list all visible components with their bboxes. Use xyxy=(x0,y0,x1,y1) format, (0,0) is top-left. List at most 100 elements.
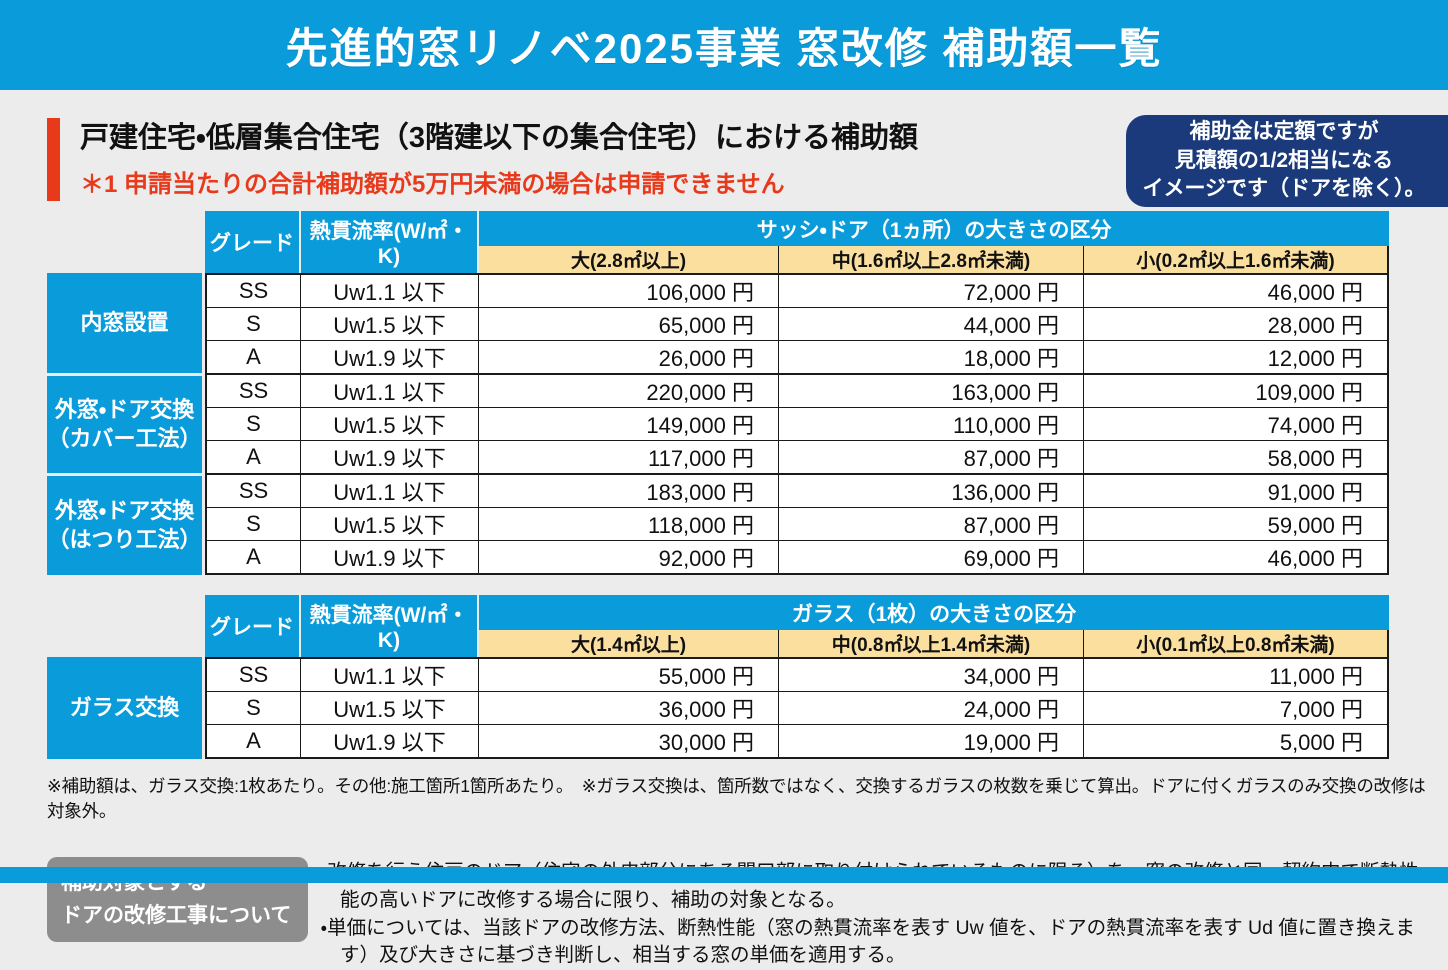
amount-small-cell: 28,000 円 xyxy=(1084,307,1389,341)
uw-cell: Uw1.1 以下 xyxy=(301,373,479,408)
table-row: 外窓・ドア交換 （カバー工法） SS Uw1.1 以下 220,000 円 16… xyxy=(47,373,1389,474)
grade-cell: A xyxy=(205,440,301,474)
amount-medium-cell: 44,000 円 xyxy=(779,307,1084,341)
amount-small-cell: 11,000 円 xyxy=(1084,657,1389,692)
amount-medium-cell: 72,000 円 xyxy=(779,273,1084,308)
amount-medium-cell: 34,000 円 xyxy=(779,657,1084,692)
grade-cell: SS xyxy=(205,373,301,408)
table-row: A Uw1.9 以下 30,000 円 19,000 円 5,000 円 xyxy=(47,724,1389,760)
amount-small-cell: 58,000 円 xyxy=(1084,440,1389,474)
grade-cell: S xyxy=(205,507,301,541)
table-row: 外窓・ドア交換 （はつり工法） SS Uw1.1 以下 183,000 円 13… xyxy=(47,473,1389,576)
uw-cell: Uw1.1 以下 xyxy=(301,473,479,508)
table-row: ガラス交換 SS Uw1.1 以下 55,000 円 34,000 円 11,0… xyxy=(47,657,1389,760)
amount-medium-cell: 18,000 円 xyxy=(779,340,1084,374)
table-row: S Uw1.5 以下 149,000 円 110,000 円 74,000 円 xyxy=(47,407,1389,441)
size-subheader-row: 大(2.8㎡以上) 中(1.6㎡以上2.8㎡未満) 小(0.2㎡以上1.6㎡未満… xyxy=(47,246,1389,274)
grade-cell: S xyxy=(205,691,301,725)
glass-subsidy-table: グレード 熱貫流率(W/㎡・K) ガラス（1枚）の大きさの区分 大(1.4㎡以上… xyxy=(47,595,1389,760)
uw-column-header: 熱貫流率(W/㎡・K) xyxy=(301,211,479,274)
amount-small-cell: 46,000 円 xyxy=(1084,273,1389,308)
heading-accent-bar xyxy=(47,118,60,202)
size-span-header: ガラス（1枚）の大きさの区分 xyxy=(479,595,1389,631)
uw-cell: Uw1.5 以下 xyxy=(301,507,479,541)
table-row: S Uw1.5 以下 65,000 円 44,000 円 28,000 円 xyxy=(47,307,1389,341)
grade-column-header: グレード xyxy=(205,211,301,274)
amount-medium-cell: 87,000 円 xyxy=(779,440,1084,474)
amount-large-cell: 183,000 円 xyxy=(479,473,779,508)
table-header-row: グレード 熱貫流率(W/㎡・K) サッシ・ドア（1ヵ所）の大きさの区分 xyxy=(47,211,1389,274)
grade-column-header: グレード xyxy=(205,595,301,658)
size-large-header: 大(2.8㎡以上) xyxy=(479,246,779,274)
table-row: A Uw1.9 以下 26,000 円 18,000 円 12,000 円 xyxy=(47,340,1389,374)
table-footnote: ※補助額は、ガラス交換:1枚あたり。その他:施工箇所1箇所あたり。 ※ガラス交換… xyxy=(47,776,1426,822)
amount-small-cell: 59,000 円 xyxy=(1084,507,1389,541)
table-row: A Uw1.9 以下 92,000 円 69,000 円 46,000 円 xyxy=(47,540,1389,576)
table-row: S Uw1.5 以下 118,000 円 87,000 円 59,000 円 xyxy=(47,507,1389,541)
uw-cell: Uw1.9 以下 xyxy=(301,724,479,760)
amount-large-cell: 117,000 円 xyxy=(479,440,779,474)
amount-large-cell: 149,000 円 xyxy=(479,407,779,441)
header-spacer xyxy=(47,211,205,273)
uw-cell: Uw1.9 以下 xyxy=(301,440,479,474)
size-small-header: 小(0.1㎡以上0.8㎡未満) xyxy=(1084,630,1389,658)
section-heading: 戸建住宅・低層集合住宅（3階建以下の集合住宅）における補助額 xyxy=(80,122,918,154)
size-span-header: サッシ・ドア（1ヵ所）の大きさの区分 xyxy=(479,211,1389,247)
category-label: 内窓設置 xyxy=(47,273,205,374)
grade-cell: SS xyxy=(205,473,301,508)
amount-medium-cell: 163,000 円 xyxy=(779,373,1084,408)
grade-cell: A xyxy=(205,340,301,374)
page-title: 先進的窓リノベ2025事業 窓改修 補助額一覧 xyxy=(285,24,1163,72)
size-small-header: 小(0.2㎡以上1.6㎡未満) xyxy=(1084,246,1389,274)
uw-cell: Uw1.1 以下 xyxy=(301,273,479,308)
subsidy-info-badge: 補助金は定額ですが 見積額の1/2相当になる イメージです（ドアを除く）。 xyxy=(1126,115,1448,207)
grade-cell: S xyxy=(205,307,301,341)
application-note: ＊1 申請当たりの合計補助額が5万円未満の場合は申請できません xyxy=(80,171,785,199)
amount-small-cell: 109,000 円 xyxy=(1084,373,1389,408)
size-subheader-row: 大(1.4㎡以上) 中(0.8㎡以上1.4㎡未満) 小(0.1㎡以上0.8㎡未満… xyxy=(47,630,1389,658)
table-header-row: グレード 熱貫流率(W/㎡・K) ガラス（1枚）の大きさの区分 xyxy=(47,595,1389,658)
header-spacer xyxy=(47,595,205,657)
amount-medium-cell: 87,000 円 xyxy=(779,507,1084,541)
uw-cell: Uw1.1 以下 xyxy=(301,657,479,692)
uw-cell: Uw1.5 以下 xyxy=(301,691,479,725)
door-bullet-2: ・単価については、当該ドアの改修方法、断熱性能（窓の熱貫流率を表す Uw 値を、… xyxy=(320,916,1415,967)
amount-small-cell: 5,000 円 xyxy=(1084,724,1389,760)
amount-medium-cell: 19,000 円 xyxy=(779,724,1084,760)
amount-small-cell: 74,000 円 xyxy=(1084,407,1389,441)
amount-large-cell: 92,000 円 xyxy=(479,540,779,576)
grade-cell: A xyxy=(205,540,301,576)
amount-large-cell: 55,000 円 xyxy=(479,657,779,692)
amount-large-cell: 30,000 円 xyxy=(479,724,779,760)
amount-large-cell: 118,000 円 xyxy=(479,507,779,541)
grade-cell: S xyxy=(205,407,301,441)
amount-small-cell: 91,000 円 xyxy=(1084,473,1389,508)
category-label: ガラス交換 xyxy=(47,657,205,760)
uw-column-header: 熱貫流率(W/㎡・K) xyxy=(301,595,479,658)
size-large-header: 大(1.4㎡以上) xyxy=(479,630,779,658)
amount-medium-cell: 24,000 円 xyxy=(779,691,1084,725)
amount-medium-cell: 136,000 円 xyxy=(779,473,1084,508)
sash-door-subsidy-table: グレード 熱貫流率(W/㎡・K) サッシ・ドア（1ヵ所）の大きさの区分 大(2.… xyxy=(47,211,1389,576)
grade-cell: SS xyxy=(205,657,301,692)
amount-large-cell: 220,000 円 xyxy=(479,373,779,408)
category-label: 外窓・ドア交換 （はつり工法） xyxy=(47,473,205,576)
grade-cell: SS xyxy=(205,273,301,308)
size-medium-header: 中(1.6㎡以上2.8㎡未満) xyxy=(779,246,1084,274)
uw-cell: Uw1.5 以下 xyxy=(301,307,479,341)
table-row: A Uw1.9 以下 117,000 円 87,000 円 58,000 円 xyxy=(47,440,1389,474)
title-bar: 先進的窓リノベ2025事業 窓改修 補助額一覧 xyxy=(0,0,1448,90)
amount-large-cell: 36,000 円 xyxy=(479,691,779,725)
uw-cell: Uw1.5 以下 xyxy=(301,407,479,441)
amount-large-cell: 106,000 円 xyxy=(479,273,779,308)
uw-cell: Uw1.9 以下 xyxy=(301,540,479,576)
category-label: 外窓・ドア交換 （カバー工法） xyxy=(47,373,205,474)
amount-small-cell: 46,000 円 xyxy=(1084,540,1389,576)
amount-medium-cell: 69,000 円 xyxy=(779,540,1084,576)
amount-small-cell: 12,000 円 xyxy=(1084,340,1389,374)
uw-cell: Uw1.9 以下 xyxy=(301,340,479,374)
amount-medium-cell: 110,000 円 xyxy=(779,407,1084,441)
grade-cell: A xyxy=(205,724,301,760)
amount-large-cell: 65,000 円 xyxy=(479,307,779,341)
table-row: 内窓設置 SS Uw1.1 以下 106,000 円 72,000 円 46,0… xyxy=(47,273,1389,374)
